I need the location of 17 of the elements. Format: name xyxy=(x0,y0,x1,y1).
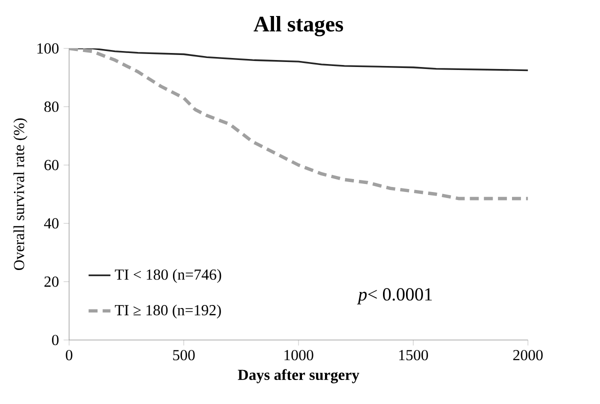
chart-title: All stages xyxy=(254,16,344,36)
x-tick-label: 500 xyxy=(173,350,195,360)
x-tick-label: 2000 xyxy=(513,350,543,360)
legend-label: TI < 180 (n=746) xyxy=(114,269,222,284)
y-tick-label: 40 xyxy=(44,218,59,229)
x-tick-label: 1000 xyxy=(284,350,314,360)
y-tick-label: 0 xyxy=(52,335,59,346)
x-axis-title: Days after surgery xyxy=(238,369,360,384)
y-tick-label: 60 xyxy=(44,160,59,170)
y-tick-label: 20 xyxy=(44,276,59,288)
x-tick-label: 1500 xyxy=(399,350,428,360)
y-tick-label: 80 xyxy=(44,102,59,112)
x-tick-label: 0 xyxy=(66,350,72,360)
annotation: p< 0.0001 xyxy=(357,288,432,305)
legend-label: TI ≥ 180 (n=192) xyxy=(114,304,221,319)
y-axis-title: Overall survival rate (%) xyxy=(13,118,28,270)
y-tick-label: 100 xyxy=(37,43,59,54)
